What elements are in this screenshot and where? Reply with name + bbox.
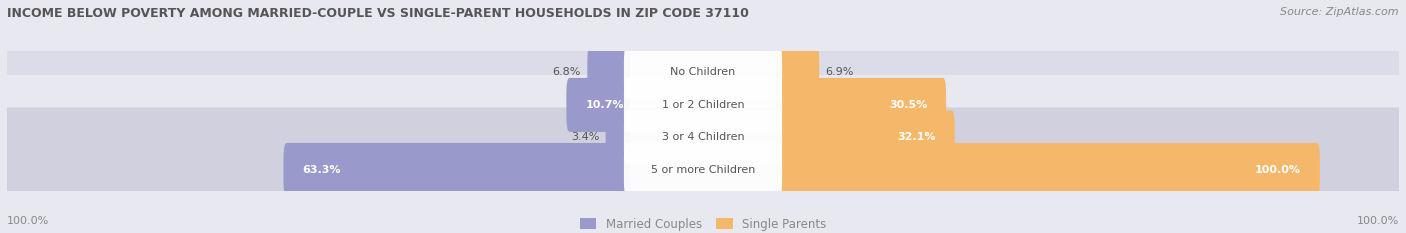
Text: 3 or 4 Children: 3 or 4 Children xyxy=(662,132,744,142)
FancyBboxPatch shape xyxy=(624,143,782,197)
FancyBboxPatch shape xyxy=(624,78,782,132)
Text: 3.4%: 3.4% xyxy=(571,132,599,142)
Text: 30.5%: 30.5% xyxy=(889,100,927,110)
Text: 10.7%: 10.7% xyxy=(585,100,624,110)
Text: 32.1%: 32.1% xyxy=(897,132,936,142)
FancyBboxPatch shape xyxy=(588,45,630,99)
FancyBboxPatch shape xyxy=(624,110,782,164)
FancyBboxPatch shape xyxy=(0,107,1406,232)
FancyBboxPatch shape xyxy=(776,45,820,99)
FancyBboxPatch shape xyxy=(0,42,1406,167)
Text: 100.0%: 100.0% xyxy=(1357,216,1399,226)
Text: 63.3%: 63.3% xyxy=(302,165,342,175)
Text: 6.8%: 6.8% xyxy=(553,67,581,77)
FancyBboxPatch shape xyxy=(624,45,782,99)
FancyBboxPatch shape xyxy=(606,110,630,164)
Text: 6.9%: 6.9% xyxy=(825,67,853,77)
FancyBboxPatch shape xyxy=(567,78,630,132)
Legend: Married Couples, Single Parents: Married Couples, Single Parents xyxy=(576,214,830,233)
Text: INCOME BELOW POVERTY AMONG MARRIED-COUPLE VS SINGLE-PARENT HOUSEHOLDS IN ZIP COD: INCOME BELOW POVERTY AMONG MARRIED-COUPL… xyxy=(7,7,749,20)
Text: 5 or more Children: 5 or more Children xyxy=(651,165,755,175)
Text: Source: ZipAtlas.com: Source: ZipAtlas.com xyxy=(1281,7,1399,17)
FancyBboxPatch shape xyxy=(776,143,1320,197)
Text: 100.0%: 100.0% xyxy=(1256,165,1301,175)
Text: 1 or 2 Children: 1 or 2 Children xyxy=(662,100,744,110)
FancyBboxPatch shape xyxy=(776,78,946,132)
FancyBboxPatch shape xyxy=(776,110,955,164)
FancyBboxPatch shape xyxy=(0,75,1406,200)
FancyBboxPatch shape xyxy=(284,143,630,197)
Text: 100.0%: 100.0% xyxy=(7,216,49,226)
Text: No Children: No Children xyxy=(671,67,735,77)
FancyBboxPatch shape xyxy=(0,10,1406,135)
